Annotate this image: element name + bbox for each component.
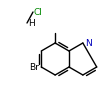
Text: Cl: Cl <box>34 8 43 16</box>
Text: N: N <box>85 39 92 47</box>
Text: H: H <box>28 19 35 28</box>
Text: Br: Br <box>29 63 39 71</box>
